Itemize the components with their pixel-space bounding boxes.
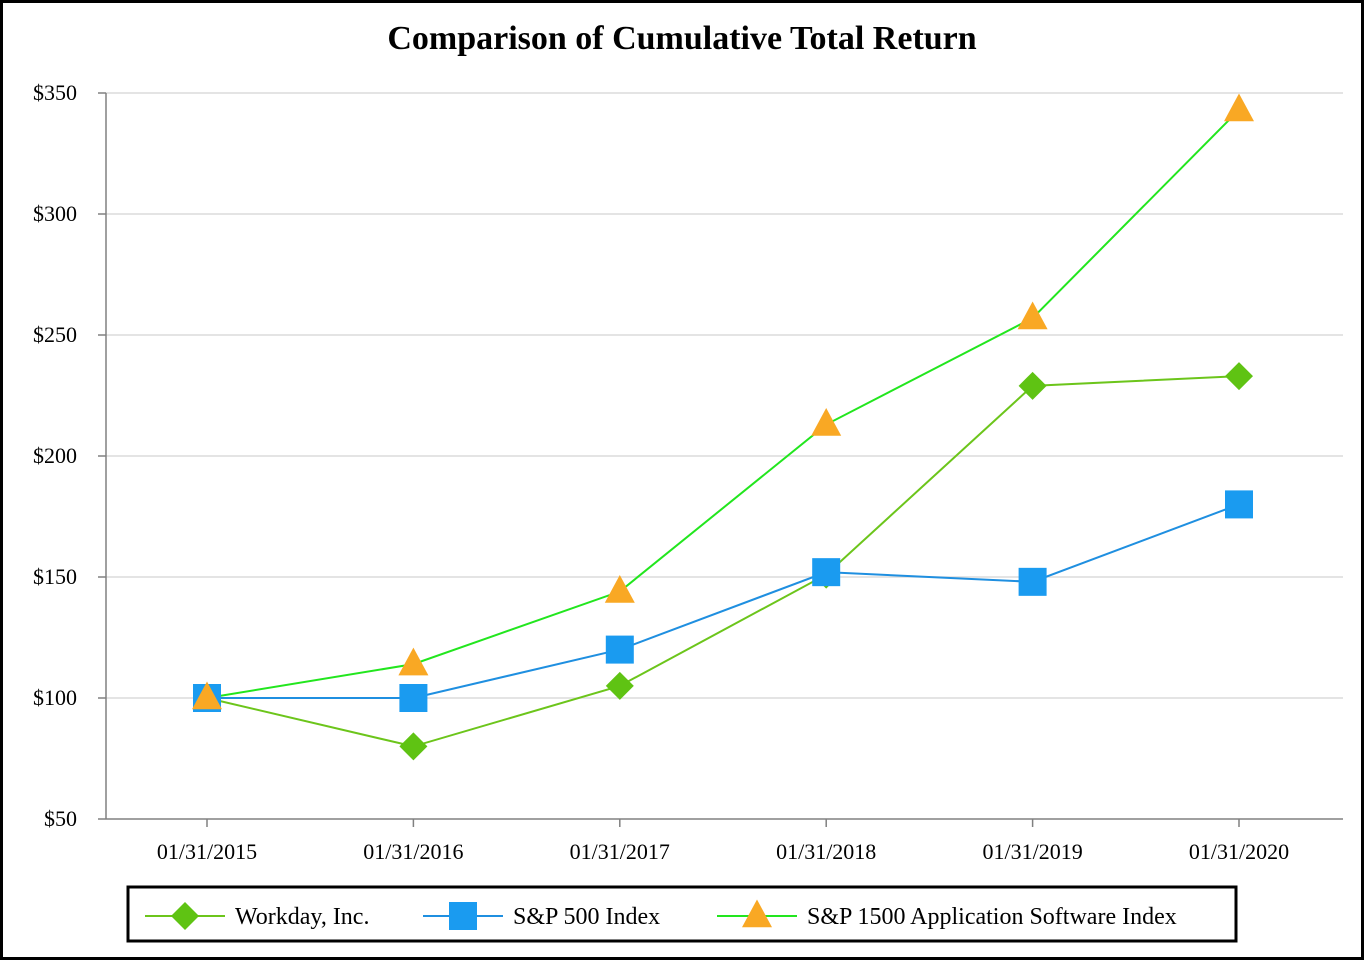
x-tick-label: 01/31/2015 bbox=[157, 839, 257, 864]
line-chart: Comparison of Cumulative Total Return $5… bbox=[33, 20, 1343, 943]
y-tick-label: $300 bbox=[33, 201, 77, 226]
x-tick-label: 01/31/2019 bbox=[982, 839, 1082, 864]
data-point-square bbox=[1018, 567, 1047, 596]
y-tick-label: $350 bbox=[33, 80, 77, 105]
axes: $50 $100 $150 $200 $250 $300 $350 01/31/2015 01/… bbox=[33, 80, 1343, 864]
series-line bbox=[207, 503, 1240, 699]
data-point-triangle bbox=[398, 647, 429, 676]
data-point-triangle bbox=[1224, 93, 1254, 122]
gridlines bbox=[106, 92, 1343, 699]
data-point-square bbox=[399, 684, 428, 712]
y-tick-label: $200 bbox=[33, 443, 77, 468]
data-point-diamond bbox=[605, 671, 634, 700]
y-tick-label: $100 bbox=[33, 685, 77, 710]
x-tick-label: 01/31/2018 bbox=[776, 839, 876, 864]
y-tick-label: $250 bbox=[33, 322, 77, 347]
legend: Workday, Inc. S&P 500 Index S&P 1500 Appli… bbox=[126, 885, 1238, 943]
data-point-triangle bbox=[742, 899, 772, 928]
chart-title: Comparison of Cumulative Total Return bbox=[387, 20, 976, 57]
data-point-square bbox=[605, 635, 634, 664]
x-tick-label: 01/31/2017 bbox=[570, 839, 670, 864]
legend-label: S&P 1500 Application Software Index bbox=[807, 904, 1177, 930]
legend-label: Workday, Inc. bbox=[235, 904, 369, 930]
x-tick-label: 01/31/2020 bbox=[1189, 839, 1289, 864]
data-point-diamond bbox=[1018, 371, 1047, 400]
data-point-triangle bbox=[604, 575, 635, 603]
data-point-triangle bbox=[1017, 301, 1048, 330]
x-tick-label: 01/31/2016 bbox=[363, 839, 463, 864]
series-line bbox=[206, 375, 1240, 748]
legend-box bbox=[126, 885, 1238, 943]
y-tick-label: $50 bbox=[44, 806, 77, 831]
y-tick-label: $150 bbox=[33, 564, 77, 589]
series-line bbox=[206, 109, 1240, 699]
data-point-triangle bbox=[811, 408, 842, 436]
data-point-diamond bbox=[171, 902, 199, 930]
data-point-triangle bbox=[192, 681, 222, 710]
data-point-square bbox=[812, 558, 841, 587]
data-point-diamond bbox=[1225, 362, 1253, 391]
data-point-square bbox=[449, 902, 477, 930]
series-lines bbox=[192, 93, 1254, 761]
legend-label: S&P 500 Index bbox=[513, 904, 660, 930]
data-point-square bbox=[1225, 490, 1253, 519]
data-point-diamond bbox=[399, 732, 428, 761]
